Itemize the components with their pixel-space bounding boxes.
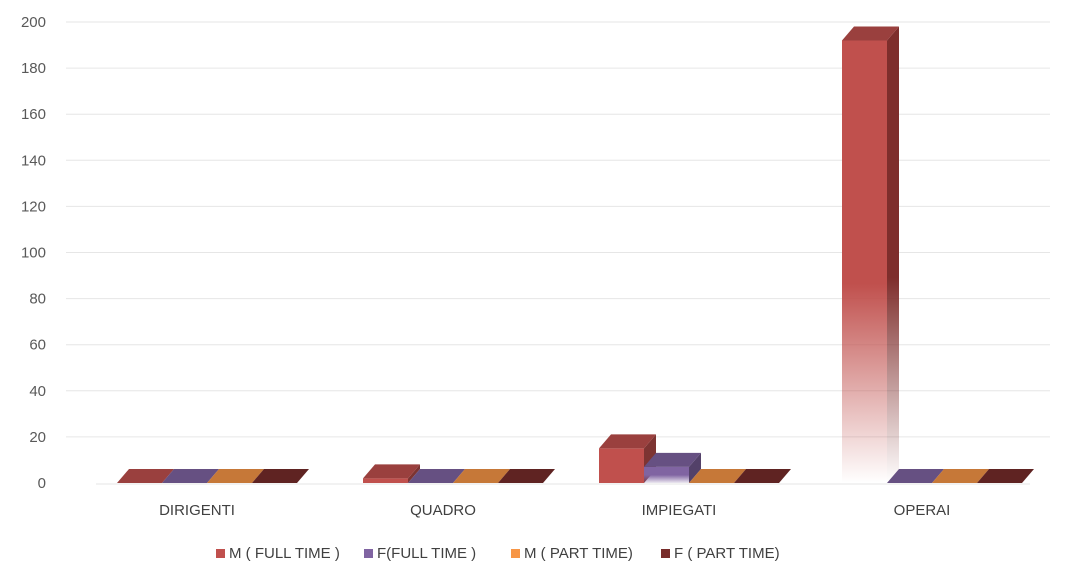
gridlines (66, 21, 1050, 485)
x-category-label: IMPIEGATI (642, 502, 717, 519)
x-category-label: DIRIGENTI (159, 502, 235, 519)
bar-quadro-series-1 (363, 464, 420, 483)
legend-item: F(FULL TIME ) (364, 545, 476, 562)
y-tick-label: 100 (21, 245, 46, 262)
y-tick-label: 40 (29, 383, 46, 400)
bar-top-face (363, 464, 420, 479)
bar-top-face (689, 469, 746, 483)
y-tick-label: 120 (21, 198, 46, 215)
legend-label: F(FULL TIME ) (377, 545, 476, 562)
x-axis-category-labels: DIRIGENTI QUADRO IMPIEGATI OPERAI (159, 502, 950, 519)
legend-label: M ( PART TIME) (524, 545, 633, 562)
legend-label: M ( FULL TIME ) (229, 545, 340, 562)
legend-swatch (661, 549, 670, 558)
bar-top-face (842, 26, 899, 41)
x-category-label: OPERAI (894, 502, 951, 519)
bar-top-face (977, 469, 1034, 483)
y-tick-label: 80 (29, 291, 46, 308)
bar-top-face (932, 469, 989, 483)
bar-front-face (842, 40, 887, 483)
bar-side-face (887, 26, 899, 483)
bar-top-face (734, 469, 791, 483)
legend-swatch (216, 549, 225, 558)
bar-dirigenti-series-2 (162, 469, 219, 483)
bar-top-face (117, 469, 174, 483)
bar-top-face (644, 452, 701, 467)
legend-item: M ( FULL TIME ) (216, 545, 340, 562)
legend-item: F ( PART TIME) (661, 545, 780, 562)
bar-quadro-series-4 (498, 469, 555, 483)
bars (117, 26, 1034, 483)
bar-top-face (162, 469, 219, 483)
legend-swatch (511, 549, 520, 558)
bar-operai-series-3 (932, 469, 989, 483)
bar-front-face (363, 478, 408, 483)
bar-side-face (689, 452, 701, 483)
bar-dirigenti-series-3 (207, 469, 264, 483)
bar-impiegati-series-2 (644, 452, 701, 483)
y-tick-label: 200 (21, 14, 46, 31)
y-tick-label: 20 (29, 429, 46, 446)
legend-item: M ( PART TIME) (511, 545, 633, 562)
bar-top-face (207, 469, 264, 483)
legend-label: F ( PART TIME) (674, 545, 780, 562)
bar-dirigenti-series-1 (117, 469, 174, 483)
bar-front-face (599, 448, 644, 483)
bar-operai-series-1 (842, 26, 899, 483)
bar-impiegati-series-3 (689, 469, 746, 483)
legend-swatch (364, 549, 373, 558)
bar-quadro-series-3 (453, 469, 510, 483)
bar-front-face (644, 466, 689, 483)
bar-quadro-series-2 (408, 469, 465, 483)
bar-top-face (887, 469, 944, 483)
legend: M ( FULL TIME ) F(FULL TIME ) M ( PART TIM… (216, 545, 780, 562)
bar-operai-series-2 (887, 469, 944, 483)
y-tick-label: 160 (21, 106, 46, 123)
bar-operai-series-4 (977, 469, 1034, 483)
y-tick-label: 60 (29, 337, 46, 354)
y-tick-label: 180 (21, 60, 46, 77)
x-category-label: QUADRO (410, 502, 476, 519)
bar-dirigenti-series-4 (252, 469, 309, 483)
y-tick-label: 140 (21, 152, 46, 169)
bar-top-face (453, 469, 510, 483)
y-tick-label: 0 (38, 475, 46, 492)
bar-top-face (498, 469, 555, 483)
bar-top-face (408, 469, 465, 483)
bar-side-face (408, 464, 420, 483)
bar-impiegati-series-4 (734, 469, 791, 483)
bar-top-face (599, 434, 656, 449)
y-axis-tick-labels: 0 20 40 60 80 100 120 140 160 180 200 (21, 14, 46, 492)
bar-top-face (252, 469, 309, 483)
